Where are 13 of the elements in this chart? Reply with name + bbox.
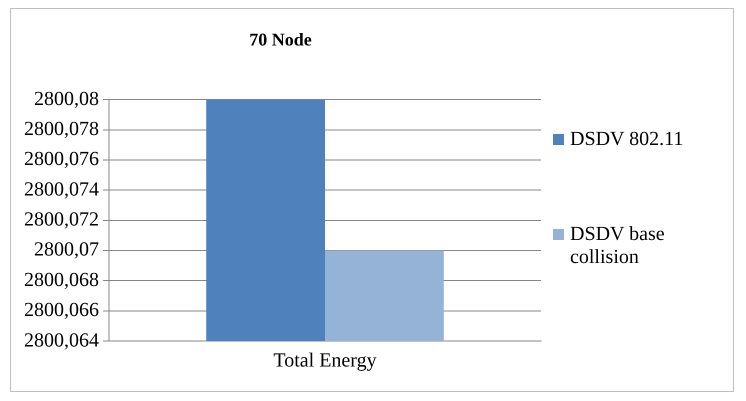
y-tick-label: 2800,068 bbox=[24, 268, 99, 291]
x-tick-label: Total Energy bbox=[273, 349, 377, 372]
y-tick-label: 2800,074 bbox=[24, 178, 99, 200]
y-tick-label: 2800,076 bbox=[24, 148, 99, 170]
legend-label: DSDV 802.11 bbox=[570, 128, 684, 151]
y-tick-label: 2800,07 bbox=[34, 238, 99, 261]
y-tick-label: 2800,072 bbox=[24, 208, 99, 231]
y-tick-label: 2800,078 bbox=[24, 118, 99, 140]
y-tick-label: 2800,08 bbox=[34, 88, 99, 110]
chart-title: 70 Node bbox=[249, 29, 312, 50]
legend-label: DSDV base collision bbox=[570, 223, 666, 269]
y-tick-label: 2800,064 bbox=[24, 329, 99, 352]
y-tick-label: 2800,066 bbox=[24, 299, 99, 322]
